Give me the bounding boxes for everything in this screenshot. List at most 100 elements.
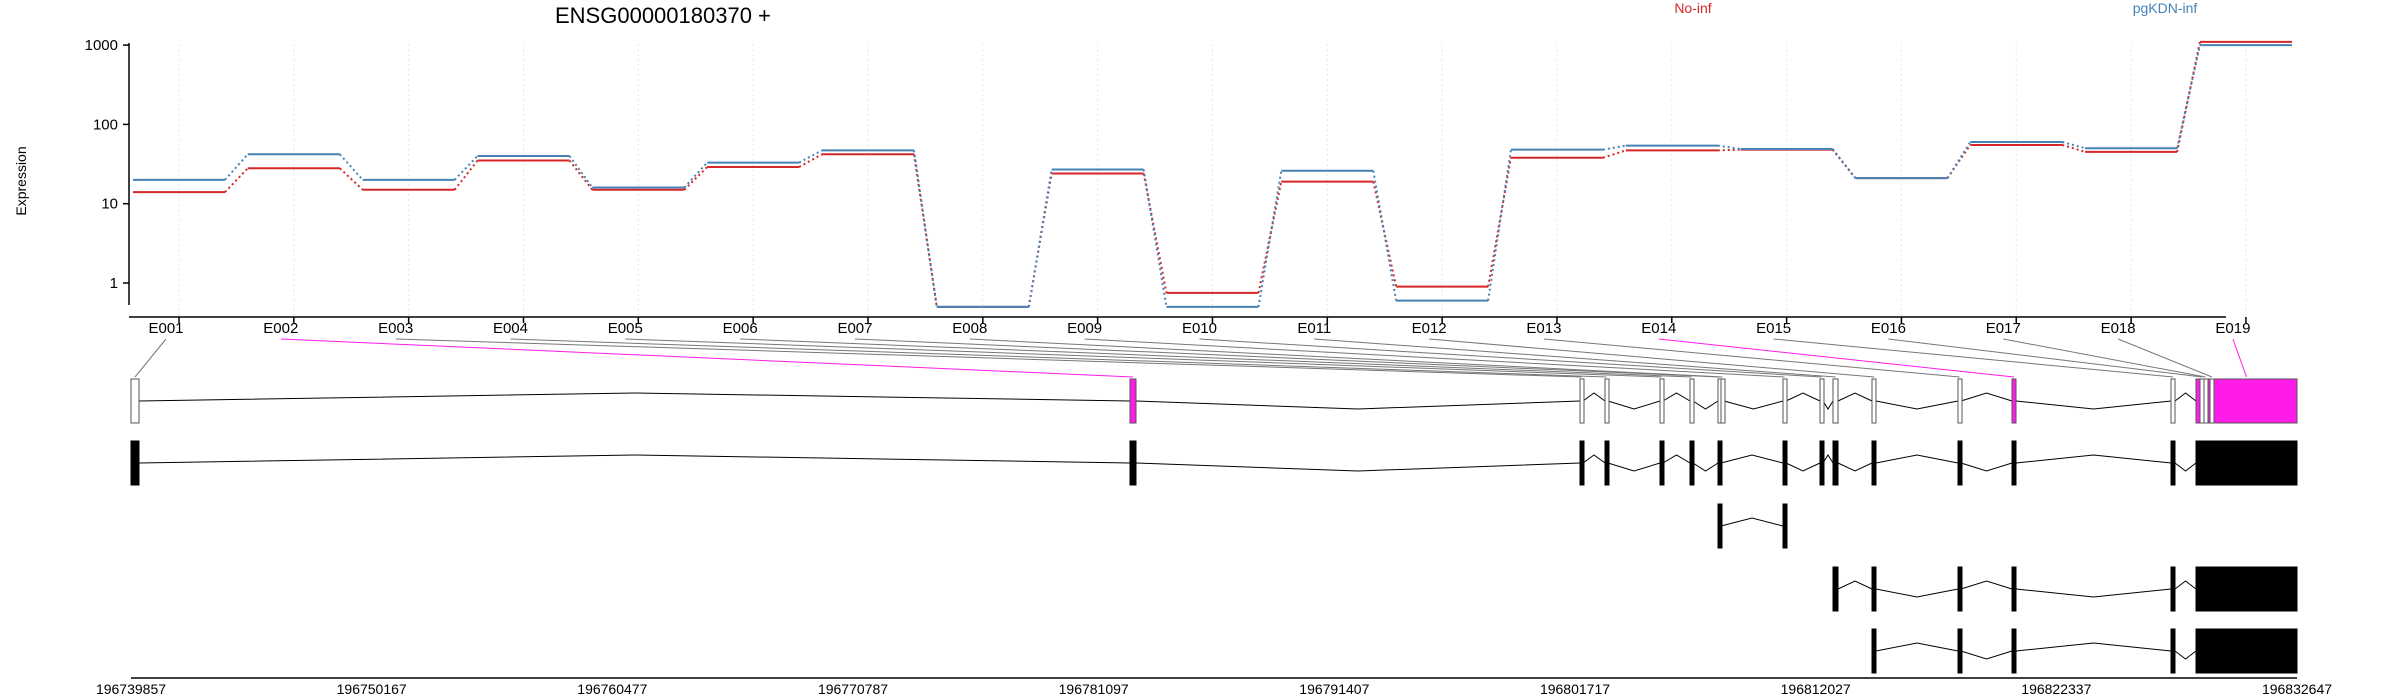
series-connector: [1487, 157, 1512, 287]
exon-connector: [1314, 338, 1836, 378]
legend-label-no-inf: No-inf: [1674, 0, 1711, 16]
genomic-tick-label: 196781097: [1059, 681, 1129, 697]
intron: [1582, 392, 1606, 402]
series-connector: [2062, 141, 2086, 150]
intron: [1720, 517, 1784, 527]
exon-label: E012: [1412, 320, 1447, 337]
exon-block: [2199, 378, 2205, 424]
series-connector: [1372, 181, 1398, 287]
exon-block: [1659, 440, 1665, 486]
intron: [1960, 392, 2013, 402]
exon-block: [2209, 440, 2215, 486]
intron: [2174, 462, 2197, 472]
y-tick-label: 10: [101, 196, 118, 213]
exon-connector: [625, 338, 1662, 378]
exon-connector: [1658, 338, 2015, 378]
y-axis-label: Expression: [13, 146, 29, 215]
intron: [1135, 400, 1581, 410]
exon-block: [2203, 440, 2209, 486]
series-connector: [1602, 144, 1626, 151]
series-connector: [1602, 149, 1627, 159]
exon-block: [1871, 378, 1877, 424]
y-tick-label: 100: [93, 116, 118, 133]
exon-connector: [1429, 338, 1875, 378]
series-connector: [2061, 144, 2086, 153]
intron: [1607, 400, 1661, 410]
exon-block: [2199, 440, 2205, 486]
plot-axes: 1 10 100 1000: [85, 37, 2247, 323]
exon-label: E007: [837, 320, 872, 337]
exon-block: [1832, 440, 1839, 486]
exon-connector: [1773, 338, 2174, 378]
exon-block: [1957, 440, 1963, 486]
genomic-tick-label: 196770787: [818, 681, 888, 697]
exon-block: [130, 440, 140, 486]
exon-connector: [854, 338, 1720, 378]
genomic-tick-label: 196760477: [577, 681, 647, 697]
series-connector: [2176, 41, 2201, 153]
exon-block: [1659, 378, 1665, 424]
intron: [1785, 392, 1821, 402]
exon-block: [1579, 378, 1585, 424]
genomic-tick-label: 196739857: [96, 681, 166, 697]
intron: [1875, 400, 1959, 410]
exon-label: E011: [1297, 320, 1331, 337]
genomic-tick-label: 196750167: [337, 681, 407, 697]
exon-block: [2170, 378, 2176, 424]
exon-block: [1782, 378, 1788, 424]
exon-block: [1957, 378, 1963, 424]
intron: [2015, 454, 2172, 464]
exon-label: E002: [263, 320, 298, 337]
exon-block: [1832, 378, 1839, 424]
exon-label: E005: [608, 320, 643, 337]
exon-block: [1782, 503, 1788, 549]
intron: [1607, 462, 1661, 472]
intron: [1662, 454, 1691, 464]
exon-label: E008: [952, 320, 987, 337]
intron: [1837, 462, 1873, 472]
exon-block: [2011, 440, 2017, 486]
exon-label: E003: [378, 320, 413, 337]
exon-block: [1689, 378, 1695, 424]
series-No-inf: [133, 40, 2292, 308]
intron: [1875, 642, 1959, 652]
genomic-tick-label: 196832647: [2262, 681, 2332, 697]
intron: [138, 392, 1131, 402]
exon-label: E019: [2215, 320, 2250, 337]
intron: [1723, 400, 1784, 410]
exon-block: [2170, 566, 2176, 612]
intron: [1960, 580, 2013, 590]
series-connector: [1142, 173, 1168, 294]
exon-block: [1720, 378, 1726, 424]
exon-label: E013: [1526, 320, 1561, 337]
exon-block: [1604, 378, 1610, 424]
intron: [1135, 462, 1581, 472]
exon-block: [2170, 440, 2176, 486]
series-connector: [568, 155, 594, 189]
series-connector: [224, 167, 249, 193]
exon-block: [2199, 566, 2205, 612]
exon-labels: E001 E002 E003 E004 E005 E006 E007 E008 E009 E010…: [148, 320, 2250, 337]
intron: [1692, 462, 1719, 472]
exon-connector: [510, 338, 1607, 378]
series-connector: [683, 161, 708, 189]
genomic-tick-label: 196812027: [1781, 681, 1851, 697]
exon-block: [2203, 378, 2209, 424]
exon-block: [2011, 628, 2017, 674]
intron: [1582, 454, 1606, 464]
exon-block: [1129, 378, 1137, 424]
series-connector: [339, 153, 364, 181]
series-connector: [912, 154, 938, 308]
exon-label: E015: [1756, 320, 1791, 337]
expression-series: [133, 40, 2292, 308]
genomic-tick-label: 196801717: [1540, 681, 1610, 697]
y-tick-label: 1: [110, 275, 118, 292]
exon-block: [130, 378, 140, 424]
series-connector: [339, 167, 364, 191]
intron: [1837, 392, 1873, 402]
exon-block: [1957, 628, 1963, 674]
series-connector: [1717, 144, 1741, 150]
exon-block: [2209, 628, 2215, 674]
transcript-models: [130, 378, 2298, 674]
